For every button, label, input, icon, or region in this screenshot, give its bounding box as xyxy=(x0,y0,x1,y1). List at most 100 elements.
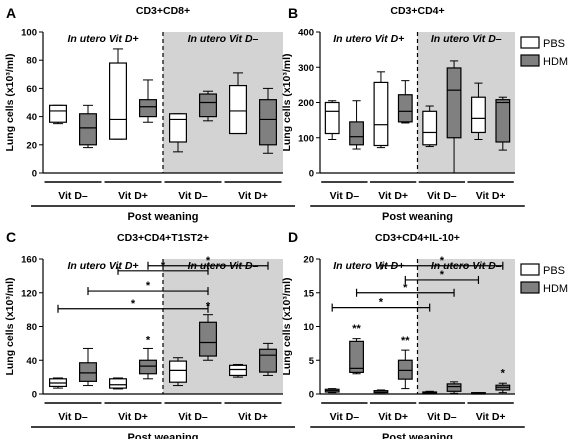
box-hdm xyxy=(446,60,462,174)
box-pbs xyxy=(169,113,188,153)
box-pbs xyxy=(169,357,188,387)
box-hdm xyxy=(199,314,218,361)
box-body xyxy=(199,93,218,118)
box-hdm xyxy=(139,79,158,123)
box-pbs xyxy=(422,390,438,395)
x-axis-label: Post weaning xyxy=(382,432,453,439)
box-body xyxy=(397,94,413,123)
legend-label-pbs: PBS xyxy=(543,38,565,50)
box-hdm xyxy=(397,349,413,390)
group-label: Vit D– xyxy=(427,190,457,202)
box-pbs xyxy=(229,72,248,135)
box-hdm xyxy=(349,100,364,150)
y-tick-label: 400 xyxy=(298,28,314,39)
top-group-label: In utero Vit D– xyxy=(188,33,259,45)
legend-label-hdm: HDM xyxy=(543,56,568,68)
box-pbs xyxy=(229,363,248,378)
significance-star: * xyxy=(146,334,151,346)
box-hdm xyxy=(446,381,462,394)
y-axis-label: Lung cells (x10³/ml) xyxy=(4,53,16,151)
box-body xyxy=(349,340,364,374)
y-tick-label: 5 xyxy=(309,356,315,367)
box-pbs xyxy=(48,377,67,389)
x-axis-label: Post weaning xyxy=(128,211,199,223)
box-hdm xyxy=(259,87,278,154)
significance-bracket: * xyxy=(331,297,431,312)
chart-title: CD3+CD4+T1ST2+ xyxy=(117,232,209,244)
top-group-label: In utero Vit D+ xyxy=(333,260,404,272)
box-body xyxy=(324,101,340,135)
box-pbs xyxy=(324,388,340,394)
box-body xyxy=(229,84,248,135)
group-label: Vit D+ xyxy=(118,190,148,202)
shaded-region xyxy=(417,259,515,394)
panel-c: CD3+CD4+T1ST2+In utero Vit D+ In utero Vi… xyxy=(4,232,295,439)
y-tick-label: 10 xyxy=(303,322,314,333)
y-tick-label: 40 xyxy=(26,112,37,123)
significance-star: ** xyxy=(401,335,410,347)
y-tick-label: 20 xyxy=(303,255,314,266)
y-tick-label: 0 xyxy=(32,390,37,401)
box-body xyxy=(169,113,188,143)
y-tick-label: 100 xyxy=(21,28,37,39)
top-group-label: In utero Vit D+ xyxy=(67,33,138,45)
y-tick-label: 40 xyxy=(26,356,37,367)
box-body xyxy=(108,62,127,140)
box-body xyxy=(349,121,364,146)
significance-star: * xyxy=(501,367,506,379)
panel-letter-a: A xyxy=(6,5,16,21)
chart-title: CD3+CD4+ xyxy=(390,5,444,17)
y-tick-label: 200 xyxy=(298,98,314,109)
box-hdm xyxy=(78,347,97,387)
box-hdm xyxy=(495,96,511,151)
box-pbs xyxy=(48,104,67,125)
box-body xyxy=(259,99,278,146)
group-label: Vit D– xyxy=(178,411,208,423)
box-body xyxy=(48,104,67,123)
box-pbs xyxy=(373,389,389,394)
box-hdm xyxy=(495,382,511,394)
panel-letter-d: D xyxy=(288,229,298,245)
group-label: Vit D+ xyxy=(378,190,408,202)
box-pbs xyxy=(471,82,486,141)
box-body xyxy=(78,113,97,146)
top-group-label: In utero Vit D+ xyxy=(67,260,138,272)
significance-bracket: * xyxy=(57,298,209,313)
box-body xyxy=(259,348,278,373)
x-axis-label: Post weaning xyxy=(382,211,453,223)
group-label: Vit D+ xyxy=(476,411,506,423)
group-label: Vit D+ xyxy=(476,190,506,202)
box-body xyxy=(169,360,188,383)
chart-title: CD3+CD4+IL-10+ xyxy=(375,232,460,244)
significance-star: * xyxy=(146,280,151,292)
significance-star: * xyxy=(131,298,136,310)
group-label: Vit D– xyxy=(330,411,360,423)
box-body xyxy=(199,321,218,357)
y-tick-label: 15 xyxy=(303,288,314,299)
legend-swatch-hdm xyxy=(520,54,540,67)
y-tick-label: 80 xyxy=(26,56,37,67)
box-hdm xyxy=(397,80,413,124)
significance-bracket: * xyxy=(404,269,480,284)
significance-star: * xyxy=(403,282,408,294)
box-body xyxy=(446,383,462,392)
box-pbs xyxy=(422,105,438,148)
y-tick-label: 0 xyxy=(309,169,314,180)
box-hdm xyxy=(139,347,158,380)
y-axis-label: Lung cells (x10³/ml) xyxy=(281,53,293,151)
legend-label-hdm: HDM xyxy=(543,283,568,295)
x-axis-label: Post weaning xyxy=(128,432,199,439)
y-tick-label: 160 xyxy=(21,255,37,266)
panel-d: CD3+CD4+IL-10+In utero Vit D+ In utero Vi… xyxy=(281,232,525,439)
panel-a: CD3+CD8+ In utero Vit D+ In utero Vit D– 0 2… xyxy=(4,5,295,223)
y-tick-label: 80 xyxy=(26,322,37,333)
box-pbs xyxy=(108,377,127,390)
significance-star: * xyxy=(206,255,211,267)
y-tick-label: 60 xyxy=(26,84,37,95)
group-label: Vit D+ xyxy=(238,190,268,202)
box-body xyxy=(471,96,486,134)
box-body xyxy=(422,110,438,146)
legend-swatch-pbs xyxy=(520,263,540,276)
panel-letter-b: B xyxy=(288,5,298,21)
group-label: Vit D+ xyxy=(238,411,268,423)
